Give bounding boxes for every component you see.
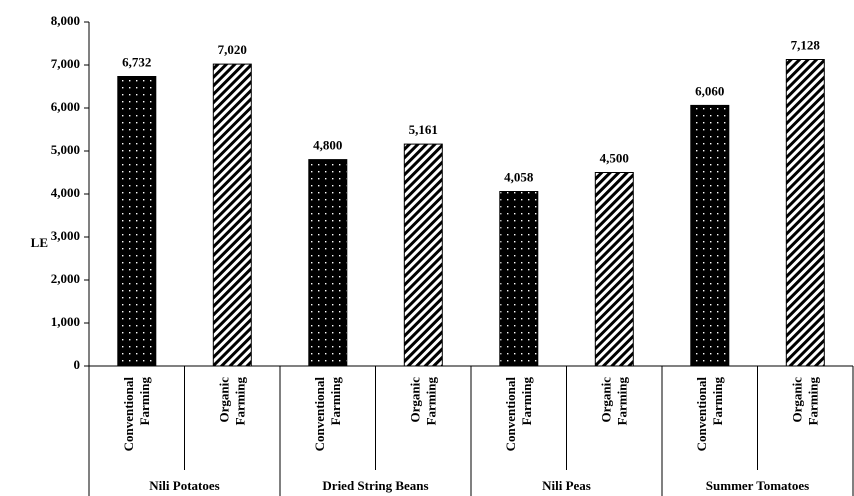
data-labels: 6,732 7,020 4,800 5,161 4,058 4,500 6,060 7,128 <box>122 37 820 184</box>
x-category-label: ConventionalFarming <box>312 377 343 452</box>
data-label: 7,128 <box>791 37 821 52</box>
bar <box>594 172 634 367</box>
bar <box>117 76 157 367</box>
bar <box>690 104 730 367</box>
y-tick-label: 8,000 <box>51 13 80 28</box>
x-category-label-line: Farming <box>710 377 725 426</box>
x-group-label: Nili Peas <box>542 478 591 493</box>
data-label: 6,732 <box>122 55 151 70</box>
data-label: 4,500 <box>600 151 629 166</box>
x-category-label: OrganicFarming <box>407 377 438 426</box>
x-category-label: OrganicFarming <box>789 377 820 426</box>
x-category-label-line: Farming <box>614 377 629 426</box>
x-category-labels: ConventionalFarming OrganicFarming Convent… <box>88 366 854 496</box>
y-tick-label: 2,000 <box>51 271 80 286</box>
y-tick-label: 7,000 <box>51 56 80 71</box>
x-category-label-line: Conventional <box>694 377 709 452</box>
x-category-label-line: Farming <box>805 377 820 426</box>
y-axis-label: LE <box>31 235 48 250</box>
y-tick-label: 6,000 <box>51 99 80 114</box>
y-tick-label: 0 <box>74 357 81 372</box>
x-category-label-line: Farming <box>232 377 247 426</box>
bar <box>499 191 539 367</box>
x-category-label-line: Conventional <box>312 377 327 452</box>
x-category-label-line: Farming <box>423 377 438 426</box>
bar <box>308 159 348 367</box>
x-category-label-line: Farming <box>328 377 343 426</box>
x-category-label-line: Organic <box>407 377 422 423</box>
y-tick-label: 5,000 <box>51 142 80 157</box>
x-category-label: ConventionalFarming <box>503 377 534 452</box>
bar <box>212 63 252 367</box>
axes: 0 1,000 2,000 3,000 4,000 5,000 6,000 7,000 8,00… <box>51 13 853 372</box>
data-label: 4,058 <box>504 170 534 185</box>
bar <box>403 143 443 367</box>
x-category-label: ConventionalFarming <box>694 377 725 452</box>
x-category-label-line: Organic <box>598 377 613 423</box>
x-category-label-line: Organic <box>216 377 231 423</box>
x-category-label-line: Conventional <box>503 377 518 452</box>
x-group-label: Summer Tomatoes <box>706 478 809 493</box>
x-category-label: OrganicFarming <box>598 377 629 426</box>
data-label: 6,060 <box>695 83 724 98</box>
x-category-label: OrganicFarming <box>216 377 247 426</box>
y-tick-label: 3,000 <box>51 228 80 243</box>
bar <box>785 59 825 367</box>
data-label: 5,161 <box>409 122 438 137</box>
x-category-label-line: Conventional <box>121 377 136 452</box>
data-label: 7,020 <box>218 42 247 57</box>
x-group-label: Nili Potatoes <box>149 478 219 493</box>
x-category-label-line: Farming <box>137 377 152 426</box>
data-label: 4,800 <box>313 138 342 153</box>
x-group-label: Dried String Beans <box>322 478 428 493</box>
bars <box>117 59 825 367</box>
x-category-label: ConventionalFarming <box>121 377 152 452</box>
y-tick-label: 1,000 <box>51 314 80 329</box>
x-category-label-line: Farming <box>519 377 534 426</box>
x-category-label-line: Organic <box>789 377 804 423</box>
y-tick-label: 4,000 <box>51 185 80 200</box>
